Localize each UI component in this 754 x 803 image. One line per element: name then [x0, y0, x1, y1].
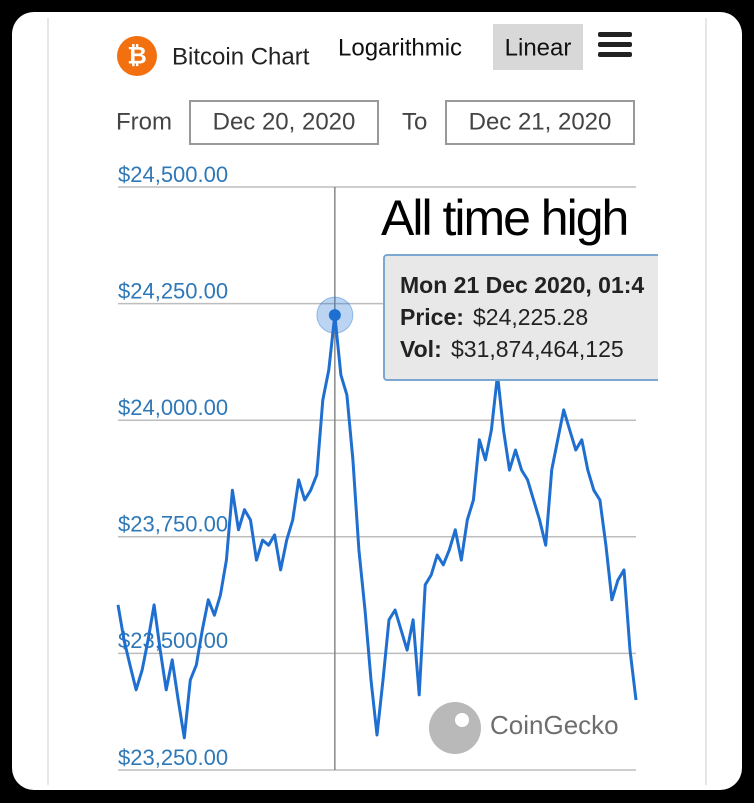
bitcoin-icon — [117, 36, 157, 76]
y-tick-label: $23,500.00 — [118, 628, 228, 653]
watermark-logo — [429, 702, 481, 754]
annotation: All time high — [381, 190, 627, 246]
to-input[interactable] — [445, 100, 635, 145]
tooltip-box — [383, 254, 658, 381]
y-tick-label: $24,250.00 — [118, 278, 228, 303]
clipped-layer: All time high Mon 21 Dec 2020, 01:4 Price:… — [381, 190, 658, 381]
y-tick-label: $23,250.00 — [118, 745, 228, 770]
price-line — [116, 313, 638, 740]
tooltip-vol-label: Vol: — [400, 336, 442, 362]
y-tick-label: $23,750.00 — [118, 512, 228, 537]
y-tick-label: $24,500.00 — [118, 162, 228, 187]
y-tick-label: $24,000.00 — [118, 395, 228, 420]
from-date[interactable]: Dec 20, 2020 — [213, 108, 356, 135]
watermark-text: CoinGecko — [490, 710, 619, 740]
hover-point — [328, 309, 341, 322]
menu-icon[interactable] — [598, 32, 632, 57]
to-label: To — [402, 108, 427, 135]
tooltip-vol: $31,874,464,125 — [451, 336, 624, 362]
watermark-eye — [455, 713, 469, 727]
log-button[interactable]: Logarithmic — [338, 34, 462, 61]
from-input[interactable] — [189, 100, 379, 145]
tooltip-price: $24,225.28 — [473, 304, 588, 330]
plot: $23,250.00 $23,500.00 $23,750.00 $24,000.00… — [116, 162, 658, 771]
bitcoin-symbol: ₿ — [127, 42, 147, 69]
from-label: From — [116, 108, 172, 135]
chart-title: Bitcoin Chart — [172, 43, 310, 70]
tooltip-price-label: Price: — [400, 304, 464, 330]
tooltip-date: Mon 21 Dec 2020, 01:4 — [400, 272, 644, 298]
card — [12, 12, 742, 790]
linear-button[interactable]: Linear — [505, 34, 572, 61]
to-date[interactable]: Dec 21, 2020 — [469, 108, 612, 135]
linear-button-bg[interactable] — [493, 24, 583, 70]
